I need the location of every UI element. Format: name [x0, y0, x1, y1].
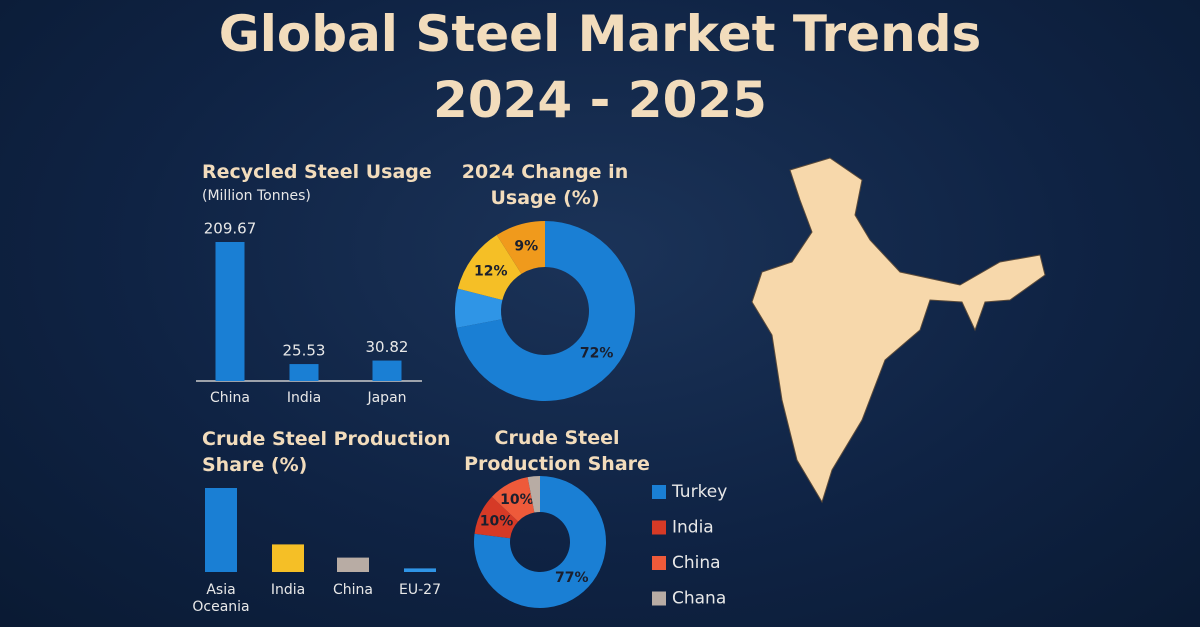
x-tick-label: India [270, 582, 306, 598]
india-map [751, 157, 1046, 504]
legend-label: China [672, 553, 721, 573]
value-label: 209.67 [204, 220, 257, 238]
donut-segment [455, 288, 503, 328]
chart-title: Crude Steel Production Share [464, 427, 650, 475]
value-label: 12% [474, 264, 508, 280]
donut-segment [496, 221, 545, 274]
x-tick-label: Asia Oceania [192, 582, 250, 615]
legend-swatch [652, 520, 666, 535]
legend-swatch [652, 485, 666, 499]
value-label: 25.53 [283, 342, 326, 360]
value-label: 72% [580, 346, 614, 362]
bar [337, 557, 369, 572]
bar [205, 488, 237, 572]
bar [272, 544, 304, 572]
legend-label: Turkey [671, 482, 727, 502]
bar [215, 242, 245, 381]
bar [372, 360, 402, 381]
donut-segment [474, 496, 519, 539]
main-title: Global Steel Market Trends [218, 5, 982, 63]
value-label: 30.82 [366, 338, 409, 356]
bar [404, 568, 436, 572]
donut-segment [527, 476, 540, 513]
value-label: 77% [555, 570, 589, 586]
main-subtitle: 2024 - 2025 [433, 71, 767, 129]
donut-segment [491, 477, 535, 522]
x-tick-label: China [210, 390, 250, 406]
x-tick-label: EU-27 [399, 582, 441, 598]
bar [289, 364, 319, 381]
legend-label: Chana [672, 589, 726, 609]
value-label: 10% [480, 514, 514, 530]
x-tick-label: Japan [367, 390, 407, 406]
donut-segment [456, 221, 636, 402]
legend-label: India [672, 518, 714, 538]
chart-title: Crude Steel Production Share (%) [202, 428, 451, 476]
legend-swatch [652, 591, 666, 606]
chart-subtitle: (Million Tonnes) [202, 188, 311, 204]
x-tick-label: India [286, 390, 322, 406]
donut-segment [474, 476, 606, 609]
chart-title: Recycled Steel Usage [202, 161, 432, 183]
chart-title: 2024 Change in Usage (%) [461, 161, 629, 209]
value-label: 9% [514, 239, 538, 255]
x-tick-label: China [333, 582, 373, 598]
legend-swatch [652, 556, 666, 570]
value-label: 10% [500, 492, 534, 508]
donut-segment [457, 235, 522, 301]
